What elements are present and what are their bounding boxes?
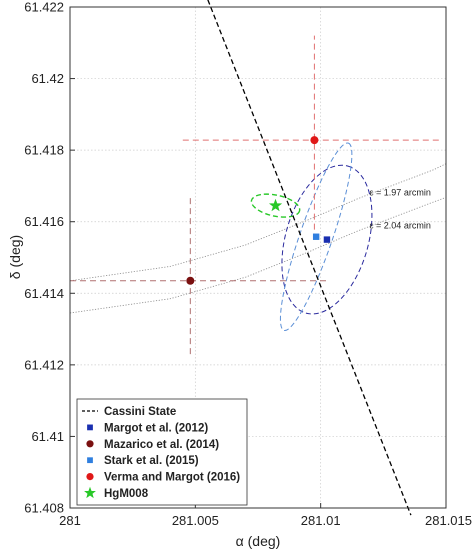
error-ellipses — [250, 142, 373, 332]
y-tick-label: 61.414 — [24, 286, 64, 301]
epsilon-curve-1 — [69, 163, 447, 282]
epsilon-curve-label: ε = 1.97 arcmin — [370, 187, 431, 197]
epsilon-curves — [69, 163, 447, 314]
verma-and-margot-2016-marker — [310, 136, 319, 145]
legend-label-cassini-state: Cassini State — [104, 406, 176, 418]
x-tick-label: 281.015 — [425, 513, 472, 528]
cassini-state-line-group — [207, 0, 412, 516]
y-tick-label: 61.42 — [31, 71, 64, 86]
mazarico-et-al-2014-marker — [86, 440, 94, 448]
margot-et-al-2012-marker — [323, 236, 331, 243]
margot-et-al-2012-marker — [87, 424, 93, 431]
hgm008-marker — [84, 486, 96, 499]
y-tick-label: 61.416 — [24, 214, 64, 229]
x-tick-label: 281.01 — [301, 513, 341, 528]
stark-et-al-2015-marker — [87, 457, 93, 464]
data-points — [186, 136, 331, 285]
curve-labels: ε = 1.97 arcmin ε = 2.04 arcmin — [370, 187, 431, 230]
y-tick-label: 61.412 — [24, 357, 64, 372]
verma-and-margot-2016-marker — [86, 473, 94, 481]
y-axis-label: δ (deg) — [7, 235, 23, 279]
y-axis-ticks: 61.408 61.41 61.412 61.414 61.416 61.418 61.42… — [24, 0, 75, 516]
plot-frame — [69, 6, 447, 509]
legend-label-stark-et-al-2015: Stark et al. (2015) — [104, 455, 199, 467]
y-tick-label: 61.422 — [24, 0, 64, 15]
stark-et-al-2015-marker — [312, 233, 320, 240]
hgm008-marker — [268, 198, 283, 212]
legend-label-mazarico-et-al-2014: Mazarico et al. (2014) — [104, 439, 219, 451]
error-ellipse-3 — [250, 193, 301, 218]
legend-label-hgm008: HgM008 — [104, 488, 149, 500]
error-ellipse-2 — [279, 142, 353, 332]
error-ellipse-1 — [281, 164, 373, 315]
legend-label-verma-and-margot-2016: Verma and Margot (2016) — [104, 472, 240, 484]
y-tick-label: 61.41 — [31, 429, 64, 444]
x-tick-label: 281.005 — [172, 513, 219, 528]
legend-label-margot-et-al-2012: Margot et al. (2012) — [104, 422, 208, 434]
y-tick-label: 61.408 — [24, 501, 64, 516]
epsilon-curve-label: ε = 2.04 arcmin — [370, 221, 431, 231]
cassini-state-line — [207, 0, 412, 516]
y-tick-label: 61.418 — [24, 143, 64, 158]
x-tick-label: 281 — [59, 513, 81, 528]
mazarico-et-al-2014-marker — [186, 276, 195, 285]
x-axis-ticks: 281 281.005 281.01 281.015 — [59, 503, 472, 528]
x-axis-label: α (deg) — [236, 533, 281, 549]
epsilon-curve-2 — [69, 197, 447, 314]
legend-box — [76, 398, 248, 506]
legend: Cassini State Margot et al. (2012) Mazaric… — [76, 398, 248, 506]
